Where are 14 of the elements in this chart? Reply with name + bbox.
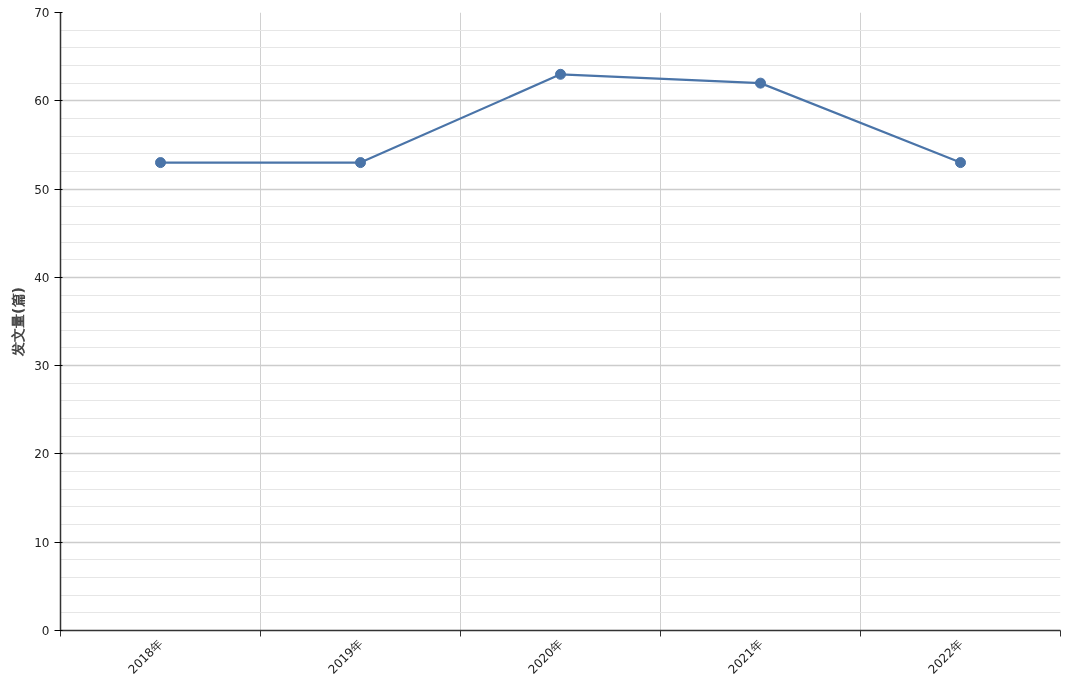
- y-tick-label: 50: [34, 182, 50, 197]
- point: [355, 157, 366, 169]
- y-axis-title: 发文量(篇): [10, 287, 27, 357]
- point: [955, 157, 966, 169]
- point: [755, 77, 766, 89]
- y-tick-label: 40: [34, 270, 50, 285]
- y-tick-label: 20: [34, 447, 50, 462]
- y-tick-label: 70: [34, 6, 50, 20]
- point: [555, 68, 566, 80]
- point: [155, 157, 166, 169]
- y-tick-label: 0: [41, 624, 50, 638]
- y-tick-label: 30: [34, 359, 50, 374]
- y-tick-label: 10: [34, 535, 50, 550]
- y-tick-label: 60: [34, 94, 50, 109]
